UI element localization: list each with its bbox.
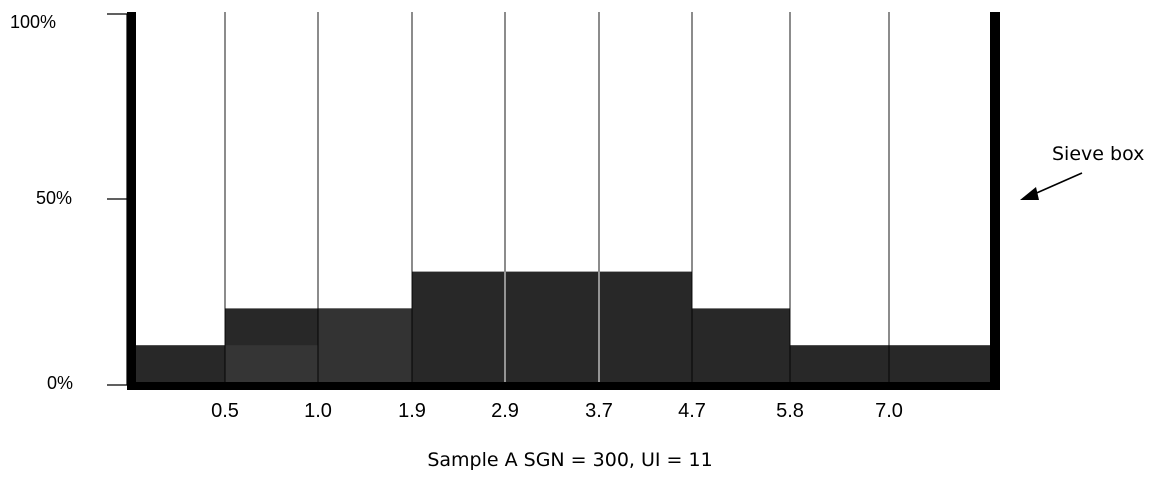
x-tick-label-7: 7.0 xyxy=(875,400,903,422)
x-tick-label-1: 1.0 xyxy=(304,400,332,422)
box-left-wall xyxy=(127,12,136,390)
x-tick-label-2: 1.9 xyxy=(398,400,426,422)
bar-8 xyxy=(889,345,990,382)
bar-6 xyxy=(692,308,790,382)
x-tick-label-6: 5.8 xyxy=(776,400,804,422)
y-tick-label-50: 50% xyxy=(36,188,72,208)
box-right-wall xyxy=(990,12,1000,390)
bar-4 xyxy=(505,271,599,382)
sieve-box-frame xyxy=(127,12,1000,390)
y-tick-label-100: 100% xyxy=(10,12,56,32)
annotation-arrow-line xyxy=(1031,172,1083,196)
inner-bar-1 xyxy=(225,345,318,382)
bar-0 xyxy=(136,345,225,382)
bar-7 xyxy=(790,345,889,382)
y-tick-label-0: 0% xyxy=(47,373,73,393)
x-tick-label-0: 0.5 xyxy=(211,400,239,422)
bar-5 xyxy=(599,271,692,382)
inner-bars-group xyxy=(225,308,412,382)
x-tick-label-5: 4.7 xyxy=(678,400,706,422)
x-labels-group: 0.5 1.0 1.9 2.9 3.7 4.7 5.8 7.0 xyxy=(211,400,903,422)
dividers-group xyxy=(224,12,890,382)
box-floor xyxy=(127,382,1000,390)
bar-tone-2 xyxy=(318,308,412,382)
annotation-label: Sieve box xyxy=(1052,143,1144,165)
x-tick-label-4: 3.7 xyxy=(585,400,613,422)
chart-caption: Sample A SGN = 300, UI = 11 xyxy=(427,449,712,471)
x-tick-label-3: 2.9 xyxy=(491,400,519,422)
bar-3 xyxy=(412,271,505,382)
annotation-arrow-head xyxy=(1020,187,1039,200)
